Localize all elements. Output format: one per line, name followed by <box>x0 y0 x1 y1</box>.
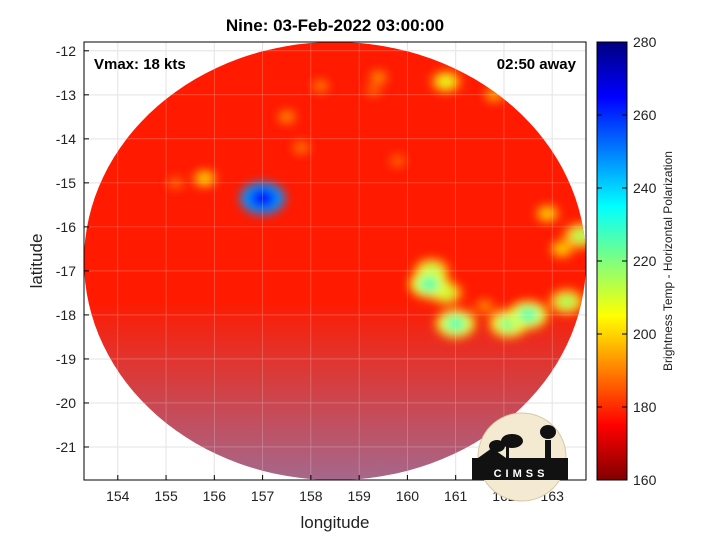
grid-overlay <box>84 42 586 480</box>
colorbar-ticks: 160 180 200 220 240 260 280 <box>597 34 657 488</box>
brightness-feature <box>371 72 386 83</box>
colorbar-label: Brightness Temp - Horizontal Polarizatio… <box>661 151 675 371</box>
y-tick-label: -21 <box>56 439 76 455</box>
brightness-feature <box>539 207 556 220</box>
colorbar-tick-label: 280 <box>633 34 657 50</box>
brightness-feature <box>196 172 213 185</box>
brightness-feature <box>280 111 294 122</box>
brightness-feature <box>556 294 577 310</box>
brightness-feature <box>571 228 586 243</box>
y-axis-ticks: -12 -13 -14 -15 -16 -17 -18 -19 -20 -21 <box>56 43 89 455</box>
brightness-feature <box>444 315 467 333</box>
brightness-feature <box>554 243 570 255</box>
x-tick-label: 154 <box>106 488 130 504</box>
y-tick-label: -16 <box>56 219 76 235</box>
x-tick-label: 155 <box>154 488 178 504</box>
cimss-logo-text: CIMSS <box>494 468 549 480</box>
x-tick-label: 161 <box>444 488 468 504</box>
brightness-feature <box>169 178 182 188</box>
brightness-feature <box>477 301 492 312</box>
axes-box <box>83 41 587 481</box>
y-tick-label: -15 <box>56 175 76 191</box>
colorbar-tick-label: 220 <box>633 253 657 269</box>
y-tick-label: -18 <box>56 307 76 323</box>
brightness-feature <box>418 275 441 293</box>
time-away-annotation: 02:50 away <box>497 56 577 73</box>
brightness-feature <box>314 81 327 91</box>
brightness-feature <box>367 85 380 96</box>
x-axis-label: longitude <box>300 513 369 532</box>
brightness-feature <box>294 142 308 153</box>
colorbar-tick-label: 240 <box>633 180 657 196</box>
x-tick-label: 158 <box>299 488 323 504</box>
x-tick-label: 160 <box>396 488 420 504</box>
y-axis-label: latitude <box>27 234 46 289</box>
vmax-annotation: Vmax: 18 kts <box>94 56 186 73</box>
colorbar-tick-label: 200 <box>633 326 657 342</box>
y-tick-label: -19 <box>56 351 76 367</box>
brightness-feature <box>391 156 404 166</box>
chart-title: Nine: 03-Feb-2022 03:00:00 <box>226 16 444 35</box>
y-tick-label: -14 <box>56 131 76 147</box>
brightness-feature <box>437 75 455 89</box>
x-tick-label: 159 <box>347 488 371 504</box>
y-tick-label: -13 <box>56 87 76 103</box>
colorbar-tick-label: 260 <box>633 107 657 123</box>
brightness-feature <box>517 306 540 324</box>
cimss-logo: CIMSS <box>472 412 568 502</box>
x-tick-label: 157 <box>251 488 275 504</box>
y-tick-label: -12 <box>56 43 76 59</box>
brightness-feature <box>249 188 276 208</box>
y-tick-label: -17 <box>56 263 76 279</box>
colorbar-tick-label: 180 <box>633 399 657 415</box>
y-tick-label: -20 <box>56 395 76 411</box>
x-tick-label: 156 <box>203 488 227 504</box>
colorbar-tick-label: 160 <box>633 472 657 488</box>
